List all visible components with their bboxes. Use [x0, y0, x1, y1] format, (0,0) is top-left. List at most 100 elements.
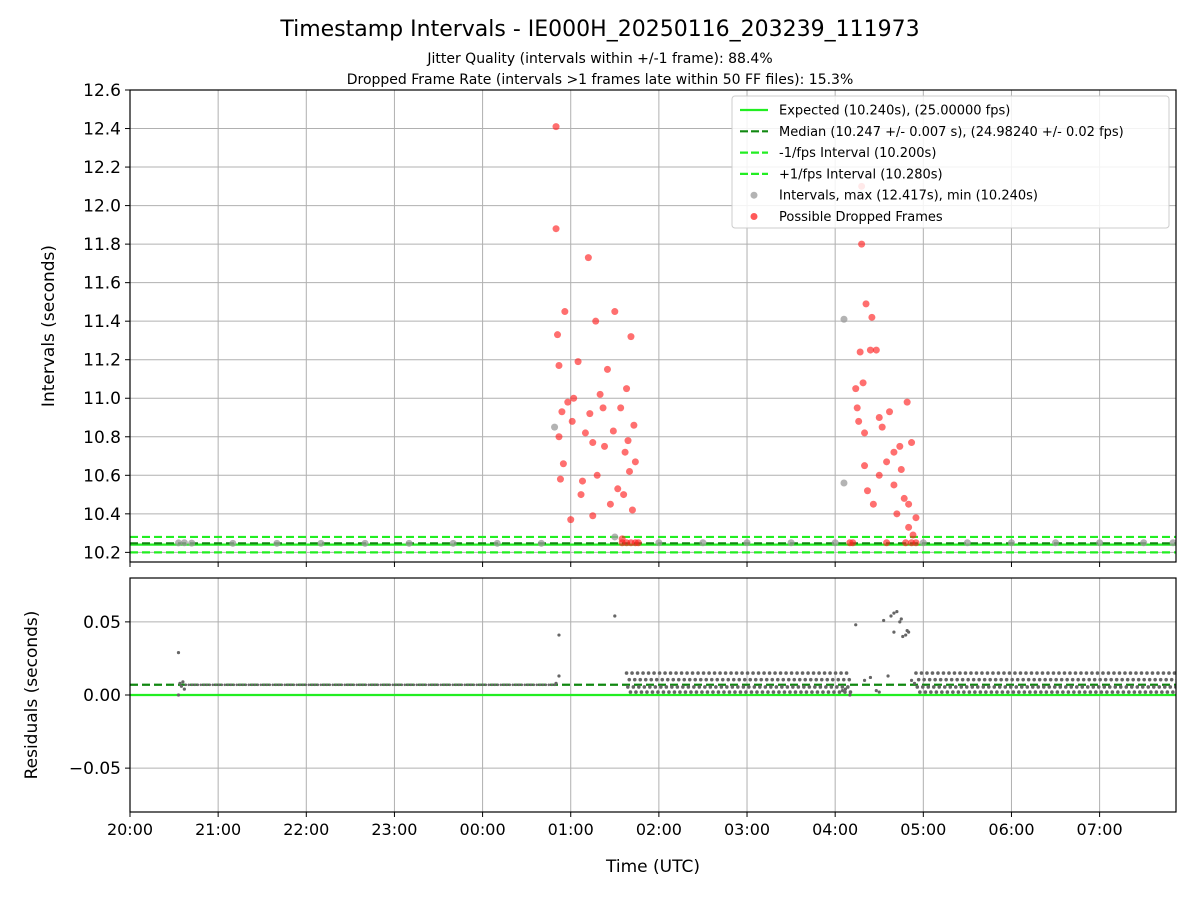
residual-flat-point — [256, 683, 260, 687]
residual-band-point — [1150, 671, 1155, 675]
interval-point — [449, 539, 457, 547]
residual-flat-point — [280, 683, 284, 687]
residual-band-point — [782, 690, 787, 694]
residual-band-point — [1061, 690, 1065, 694]
residual-band-point — [639, 690, 644, 694]
residual-band-point — [682, 677, 687, 682]
residual-flat-point — [322, 683, 326, 687]
residual-band-point — [956, 690, 961, 694]
residual-band-point — [969, 671, 973, 675]
residual-band-point — [659, 685, 663, 689]
residual-point — [899, 617, 903, 621]
residual-flat-point — [481, 683, 485, 687]
residual-band-point — [848, 690, 853, 694]
residual-band-point — [1109, 677, 1113, 682]
residual-point — [181, 680, 185, 684]
residual-band-point — [1080, 685, 1085, 689]
residual-band-point — [1073, 671, 1078, 675]
residual-flat-point — [367, 683, 371, 687]
residual-band-point — [1079, 671, 1083, 675]
residual-band-point — [1139, 671, 1144, 675]
residual-flat-point — [325, 683, 329, 687]
dropped-frame-point — [606, 500, 614, 508]
residual-band-point — [991, 671, 995, 675]
residual-flat-point — [379, 683, 383, 687]
residual-band-point — [828, 671, 832, 675]
dropped-frame-point — [581, 429, 589, 437]
dropped-frame-point — [852, 385, 860, 393]
residual-flat-point — [454, 683, 458, 687]
dropped-frame-point — [625, 467, 633, 475]
residual-band-point — [940, 690, 944, 694]
residual-flat-point — [466, 683, 470, 687]
residual-band-point — [791, 685, 795, 689]
residual-band-point — [716, 690, 721, 694]
residual-flat-point — [355, 683, 359, 687]
residual-flat-point — [217, 683, 221, 687]
residual-band-point — [815, 690, 820, 694]
residual-band-point — [832, 690, 836, 694]
residual-band-point — [648, 685, 652, 689]
residual-band-point — [1017, 690, 1021, 694]
residual-band-point — [788, 690, 792, 694]
residual-band-point — [925, 671, 929, 675]
residual-band-point — [1128, 671, 1133, 675]
residual-band-point — [1151, 685, 1156, 689]
residual-band-point — [1072, 690, 1076, 694]
residual-band-point — [1105, 690, 1109, 694]
residual-band-point — [824, 685, 828, 689]
residual-band-point — [719, 685, 724, 689]
residual-flat-point — [502, 683, 506, 687]
residual-band-point — [665, 677, 670, 682]
residual-band-point — [941, 671, 946, 675]
residual-point — [886, 674, 890, 678]
residual-band-point — [1138, 690, 1142, 694]
dropped-frame-point — [890, 481, 898, 489]
dropped-frame-point — [559, 460, 567, 468]
dropped-frame-point — [568, 417, 576, 425]
residual-flat-point — [457, 683, 461, 687]
residual-band-point — [1135, 685, 1140, 689]
residual-flat-point — [421, 683, 425, 687]
residual-flat-point — [358, 683, 362, 687]
residual-band-point — [763, 685, 768, 689]
residual-band-point — [690, 671, 695, 675]
dropped-frame-point — [599, 404, 607, 412]
residual-band-point — [645, 690, 649, 694]
residual-flat-point — [517, 683, 521, 687]
legend-entry-label: Intervals, max (12.417s), min (10.240s) — [779, 189, 1038, 204]
residual-flat-point — [460, 683, 464, 687]
dropped-frame-point — [596, 390, 604, 398]
residual-band-point — [1032, 677, 1036, 682]
residual-flat-point — [277, 683, 281, 687]
residual-flat-point — [208, 683, 212, 687]
interval-point — [831, 539, 839, 547]
residual-flat-point — [235, 683, 239, 687]
residual-point — [889, 614, 893, 618]
residual-flat-point — [250, 683, 254, 687]
residual-band-point — [793, 690, 798, 694]
residual-band-point — [1147, 677, 1152, 682]
x-tick-label: 03:00 — [724, 820, 770, 839]
residual-band-point — [681, 685, 685, 689]
residual-band-point — [810, 690, 814, 694]
residual-point — [862, 678, 867, 682]
residual-flat-point — [253, 683, 257, 687]
residual-band-point — [1074, 685, 1079, 689]
residual-band-point — [1094, 690, 1098, 694]
residual-band-point — [1054, 677, 1058, 682]
residual-band-point — [697, 685, 702, 689]
legend-entry-label: Expected (10.240s), (25.00000 fps) — [779, 104, 1010, 119]
residual-flat-point — [370, 683, 374, 687]
residual-flat-point — [301, 683, 305, 687]
dropped-frame-point — [552, 123, 560, 131]
interval-point — [180, 539, 188, 547]
interval-point — [1140, 539, 1148, 547]
residual-band-point — [811, 671, 816, 675]
residual-band-point — [1161, 671, 1166, 675]
residual-flat-point — [541, 683, 545, 687]
residual-band-point — [789, 671, 794, 675]
residual-band-point — [689, 690, 693, 694]
residual-band-point — [742, 677, 747, 682]
residual-band-point — [992, 685, 997, 689]
